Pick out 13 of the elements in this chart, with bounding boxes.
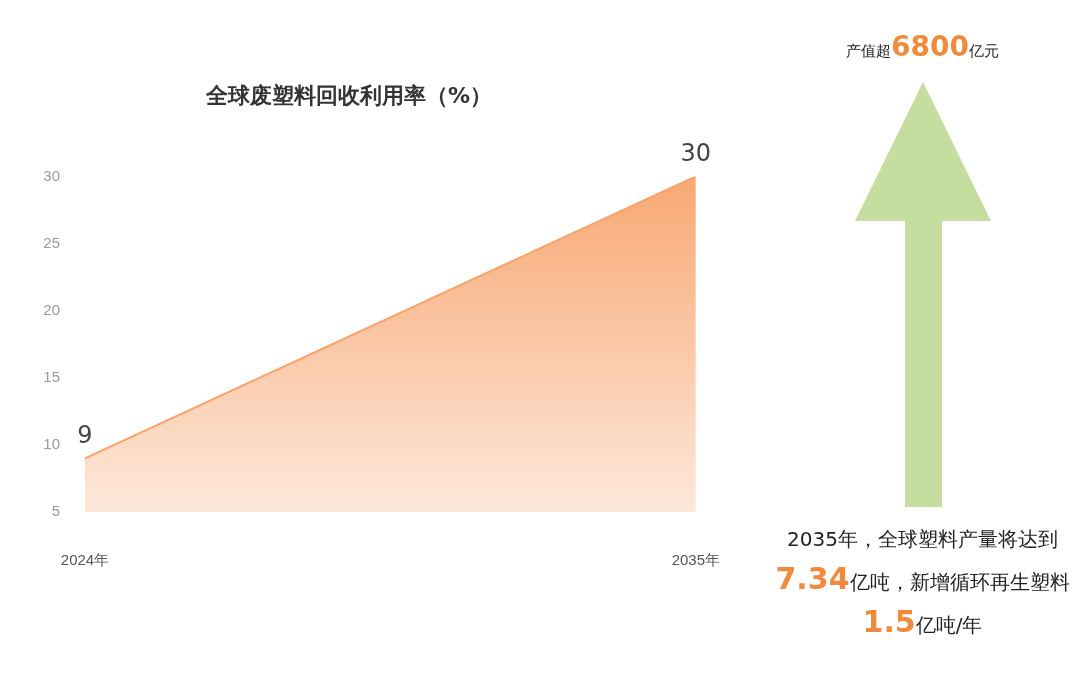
y-tick-label: 20 — [43, 300, 60, 318]
y-tick-label: 15 — [43, 367, 60, 385]
data-label: 9 — [77, 420, 93, 449]
text: 2035年，全球塑料产量将达到7.34亿吨，新增循环再生塑料1.5亿吨/年 — [775, 526, 1070, 641]
y-tick-label: 30 — [43, 166, 60, 184]
y-tick-label: 10 — [43, 435, 60, 453]
x-tick-label: 2035年 — [671, 551, 720, 569]
chart-title: 全球废塑料回收利用率（%） — [204, 82, 493, 108]
y-tick-label: 5 — [51, 502, 60, 520]
x-tick-label: 2024年 — [60, 551, 110, 569]
text: 产值超6800亿元 — [845, 30, 1000, 63]
y-tick-label: 25 — [43, 233, 60, 251]
data-label: 30 — [680, 138, 712, 167]
